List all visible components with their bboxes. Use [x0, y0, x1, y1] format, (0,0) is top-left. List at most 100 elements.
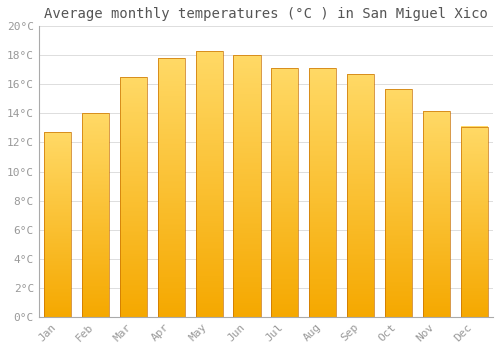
Bar [385, 90, 412, 92]
Bar [385, 149, 412, 151]
Bar [158, 63, 185, 65]
Bar [120, 310, 147, 312]
Bar [44, 188, 72, 189]
Bar [234, 193, 260, 195]
Bar [385, 95, 412, 96]
Bar [82, 204, 109, 206]
Bar [460, 279, 488, 280]
Bar [460, 307, 488, 308]
Bar [460, 176, 488, 177]
Bar [44, 210, 72, 211]
Bar [234, 160, 260, 162]
Bar [234, 90, 260, 92]
Bar [234, 247, 260, 249]
Bar [460, 191, 488, 193]
Bar [158, 199, 185, 201]
Bar [385, 248, 412, 250]
Bar [347, 307, 374, 309]
Bar [271, 228, 298, 229]
Bar [120, 77, 147, 79]
Bar [196, 133, 223, 134]
Bar [385, 191, 412, 192]
Bar [82, 192, 109, 194]
Bar [460, 268, 488, 270]
Bar [158, 201, 185, 203]
Bar [120, 135, 147, 136]
Bar [158, 148, 185, 149]
Bar [385, 113, 412, 114]
Bar [422, 296, 450, 297]
Bar [196, 175, 223, 177]
Bar [422, 267, 450, 269]
Bar [120, 293, 147, 294]
Bar [460, 210, 488, 211]
Bar [347, 234, 374, 236]
Bar [460, 266, 488, 267]
Bar [82, 286, 109, 287]
Bar [158, 212, 185, 214]
Bar [271, 294, 298, 295]
Bar [347, 136, 374, 137]
Bar [385, 189, 412, 191]
Bar [82, 283, 109, 284]
Bar [347, 230, 374, 231]
Bar [271, 68, 298, 70]
Bar [234, 308, 260, 310]
Bar [422, 230, 450, 232]
Bar [385, 166, 412, 168]
Bar [422, 289, 450, 291]
Bar [82, 205, 109, 207]
Bar [309, 145, 336, 146]
Bar [422, 260, 450, 262]
Bar [347, 76, 374, 77]
Bar [347, 196, 374, 197]
Bar [234, 285, 260, 287]
Bar [158, 239, 185, 241]
Bar [158, 220, 185, 222]
Bar [385, 142, 412, 144]
Bar [385, 147, 412, 148]
Bar [460, 313, 488, 314]
Bar [234, 205, 260, 207]
Bar [196, 303, 223, 304]
Bar [385, 221, 412, 223]
Bar [120, 116, 147, 117]
Bar [385, 264, 412, 265]
Bar [460, 312, 488, 313]
Bar [422, 271, 450, 273]
Bar [234, 97, 260, 99]
Bar [120, 133, 147, 135]
Bar [234, 195, 260, 197]
Bar [196, 285, 223, 287]
Bar [385, 118, 412, 119]
Bar [234, 245, 260, 247]
Bar [158, 305, 185, 307]
Bar [271, 199, 298, 201]
Bar [158, 248, 185, 250]
Bar [422, 198, 450, 200]
Bar [347, 197, 374, 199]
Bar [347, 183, 374, 184]
Bar [196, 72, 223, 74]
Bar [309, 221, 336, 222]
Bar [309, 242, 336, 244]
Bar [196, 280, 223, 281]
Bar [271, 136, 298, 138]
Bar [422, 148, 450, 149]
Bar [460, 181, 488, 182]
Bar [422, 115, 450, 116]
Bar [82, 280, 109, 281]
Bar [271, 161, 298, 163]
Bar [120, 229, 147, 231]
Bar [347, 252, 374, 254]
Bar [196, 78, 223, 79]
Bar [385, 178, 412, 180]
Bar [234, 181, 260, 183]
Bar [422, 258, 450, 259]
Bar [271, 302, 298, 303]
Bar [347, 174, 374, 176]
Bar [271, 128, 298, 130]
Bar [385, 274, 412, 276]
Bar [271, 123, 298, 125]
Bar [44, 309, 72, 311]
